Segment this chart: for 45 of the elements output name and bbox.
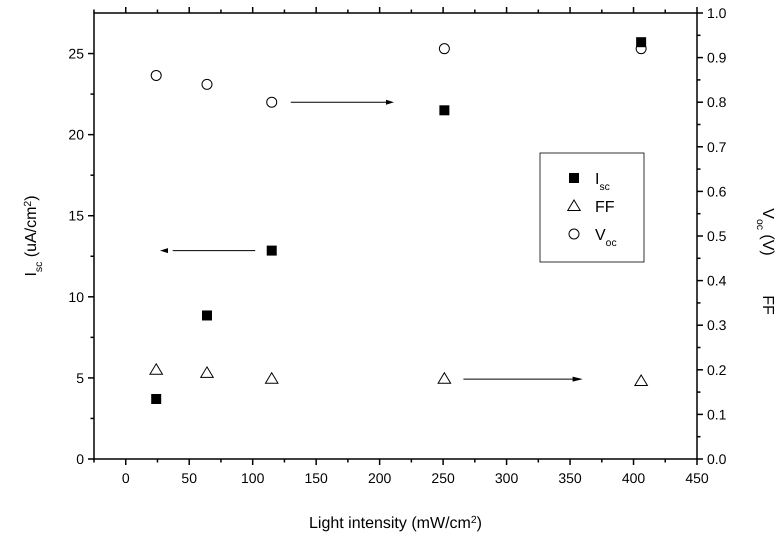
y2-tick-label: 0.7 (707, 138, 727, 155)
point (151, 394, 162, 404)
y2-tick-label: 0.1 (707, 406, 727, 422)
y2-tick-label: 0.3 (707, 317, 727, 334)
point (200, 366, 214, 378)
text: FF (759, 295, 776, 315)
x-tick-label: 450 (685, 470, 709, 486)
y2-tick-label: 1.0 (707, 5, 727, 21)
x-tick-label: 350 (558, 470, 582, 486)
x-tick-label: 50 (181, 470, 198, 486)
x-tick-label: 200 (368, 470, 392, 486)
x-axis-title: Light intensity (mW/cm$^{2}$) (309, 514, 482, 532)
point (634, 374, 648, 386)
y-tick-label: 25 (68, 46, 84, 62)
point (201, 78, 212, 90)
y-tick-label: 5 (76, 370, 84, 386)
y2-tick-label: 0.6 (707, 183, 727, 200)
y2-tick-label: 0.2 (707, 362, 727, 378)
point (438, 372, 452, 384)
y2-tick-label: 0.9 (707, 50, 727, 66)
y-tick-label: 20 (68, 126, 84, 143)
y-tick-label: 15 (68, 208, 84, 224)
y2-tick-label: 0.4 (707, 272, 727, 289)
y-tick-label: 0 (76, 451, 84, 467)
x-tick-label: 250 (431, 470, 455, 486)
legend-label: V$_{oc}$ (595, 227, 617, 248)
y2-tick-label: 0.0 (707, 451, 727, 467)
point (150, 70, 162, 81)
point (264, 372, 278, 384)
point (266, 246, 277, 256)
legend-label: FF (595, 199, 615, 216)
point (439, 105, 450, 116)
y-tick-label: 10 (68, 288, 84, 305)
y2-tick-label: 0.8 (707, 94, 727, 110)
point (266, 96, 278, 108)
point (438, 43, 450, 54)
x-tick-label: 400 (622, 470, 646, 486)
x-tick-label: 100 (241, 470, 265, 486)
x-tick-label: 150 (304, 470, 328, 486)
x-tick-label: 0 (122, 470, 130, 486)
x-tick-label: 300 (494, 470, 518, 486)
point (149, 363, 163, 375)
point (202, 310, 212, 320)
legend-label: I$_{sc}$ (595, 171, 610, 192)
y2-tick-label: 0.5 (707, 228, 727, 244)
